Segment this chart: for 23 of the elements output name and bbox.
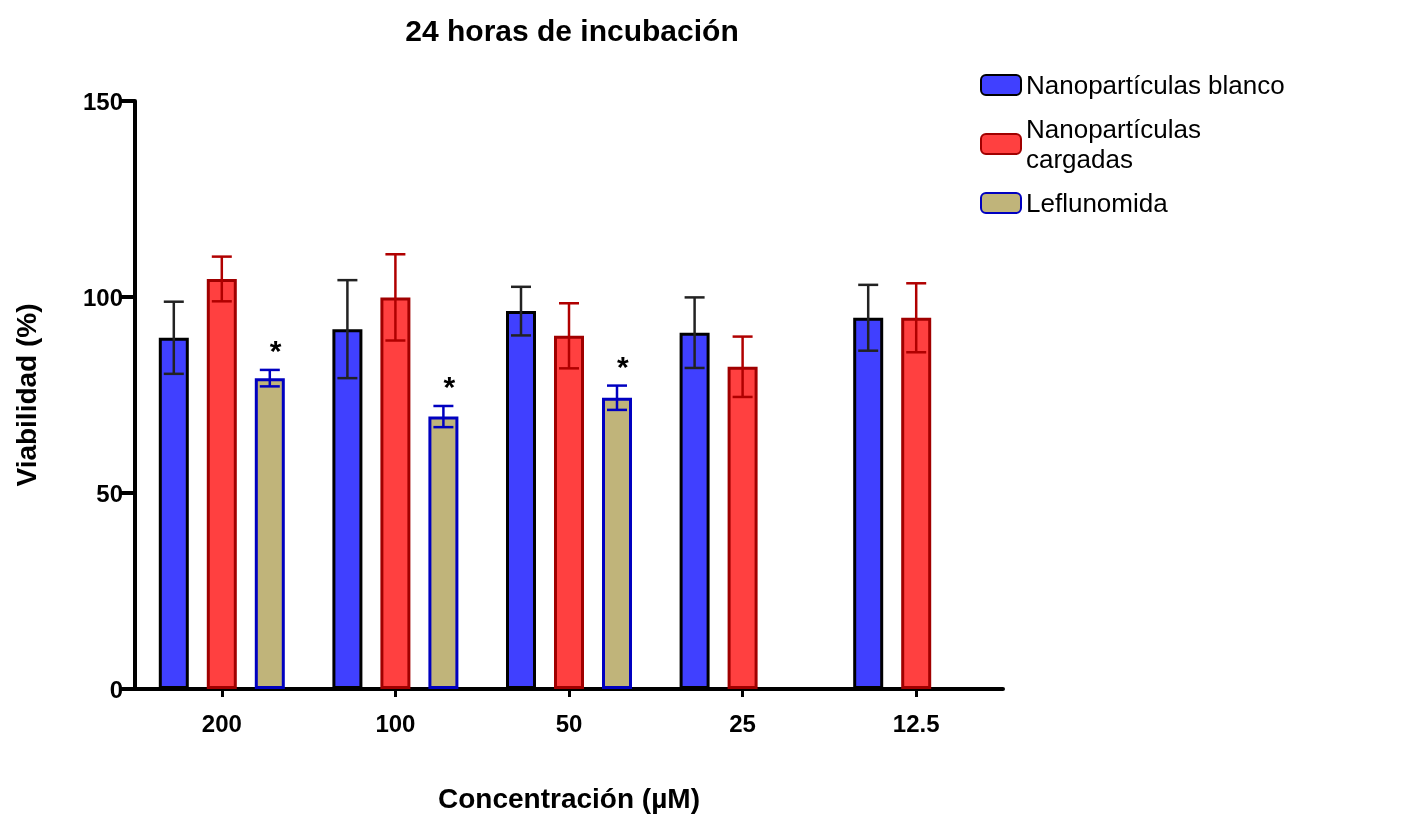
bar	[380, 297, 411, 689]
y-tick-label: 0	[109, 675, 123, 703]
bar	[901, 317, 932, 689]
legend-label: Nanopartículas cargadas	[1026, 114, 1209, 174]
x-tick-label: 100	[375, 709, 416, 737]
y-tick-label: 50	[96, 479, 123, 507]
chart-title: 24 horas de incubación	[405, 13, 739, 47]
data-label: *	[617, 350, 629, 384]
data-label: *	[269, 334, 282, 368]
data-label: *	[443, 370, 456, 404]
y-tick-label: 150	[82, 87, 123, 115]
x-tick-label: 50	[555, 709, 583, 737]
y-axis-title: Viabilidad (%)	[10, 303, 42, 487]
x-axis-title: Concentración (µM)	[438, 782, 700, 814]
bar	[554, 335, 584, 689]
legend-label: Nanopartículas blanco	[1026, 70, 1285, 100]
bar	[206, 278, 237, 689]
y-tick-label: 100	[82, 283, 123, 311]
x-tick-label: 12.5	[892, 709, 940, 737]
bar	[727, 366, 758, 689]
x-tick-label: 200	[201, 709, 242, 737]
legend-label: Leflunomida	[1026, 188, 1169, 218]
x-tick-label: 25	[729, 709, 756, 737]
